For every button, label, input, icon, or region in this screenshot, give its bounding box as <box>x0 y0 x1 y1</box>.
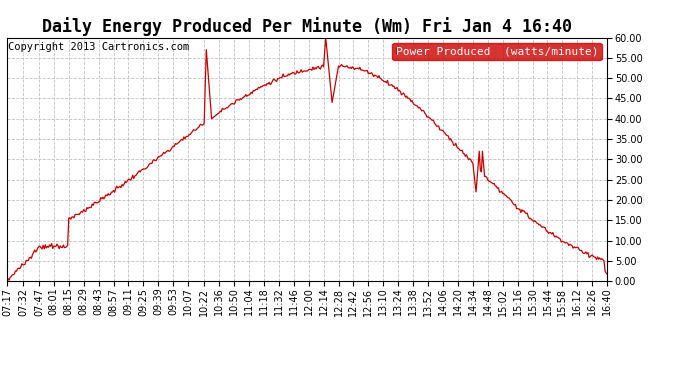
Title: Daily Energy Produced Per Minute (Wm) Fri Jan 4 16:40: Daily Energy Produced Per Minute (Wm) Fr… <box>42 17 572 36</box>
Text: Copyright 2013 Cartronics.com: Copyright 2013 Cartronics.com <box>8 42 189 52</box>
Legend: Power Produced  (watts/minute): Power Produced (watts/minute) <box>393 43 602 60</box>
